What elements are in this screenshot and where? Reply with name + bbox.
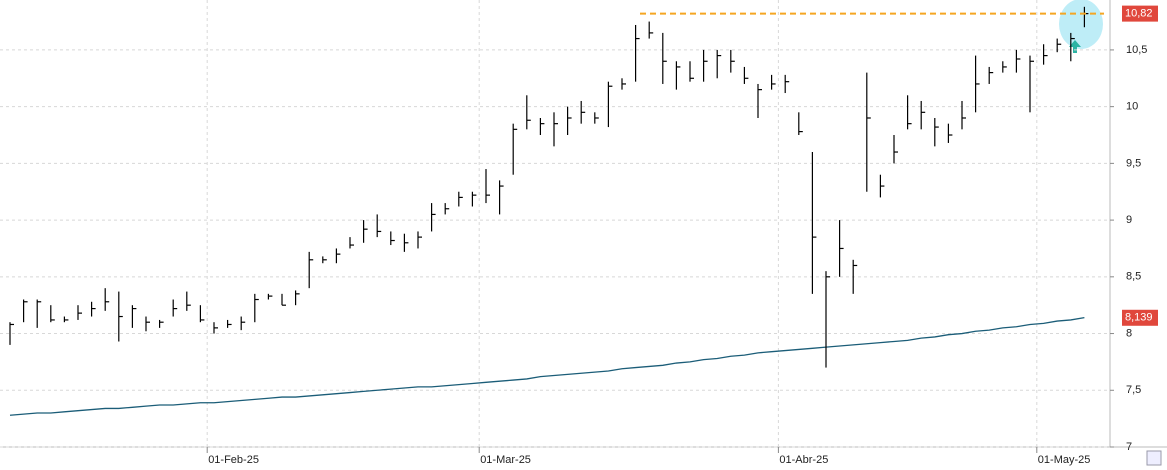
scale-button[interactable] <box>1146 450 1162 466</box>
price-label-box <box>1122 5 1158 22</box>
highlight-ellipse <box>1059 0 1103 49</box>
moving-average <box>9 317 1085 416</box>
y-tick-label: 7,5 <box>1126 384 1141 396</box>
y-tick-label: 7 <box>1126 441 1132 453</box>
x-tick-label: 01-Abr-25 <box>779 454 828 466</box>
x-tick-label: 01-Feb-25 <box>208 454 259 466</box>
y-tick-label: 9,5 <box>1126 157 1141 169</box>
price-label-box <box>1122 309 1158 326</box>
up-arrow <box>1069 40 1081 53</box>
price-label: 8,139 <box>1125 312 1153 324</box>
y-tick-label: 8 <box>1126 327 1132 339</box>
x-tick-label: 01-May-25 <box>1038 454 1091 466</box>
x-tick-label: 01-Mar-25 <box>480 454 531 466</box>
y-tick-label: 9 <box>1126 214 1132 226</box>
y-tick-label: 8,5 <box>1126 271 1141 283</box>
y-tick-label: 10,5 <box>1126 44 1147 56</box>
y-tick-label: 10 <box>1126 101 1138 113</box>
price-label: 10,82 <box>1125 8 1153 20</box>
